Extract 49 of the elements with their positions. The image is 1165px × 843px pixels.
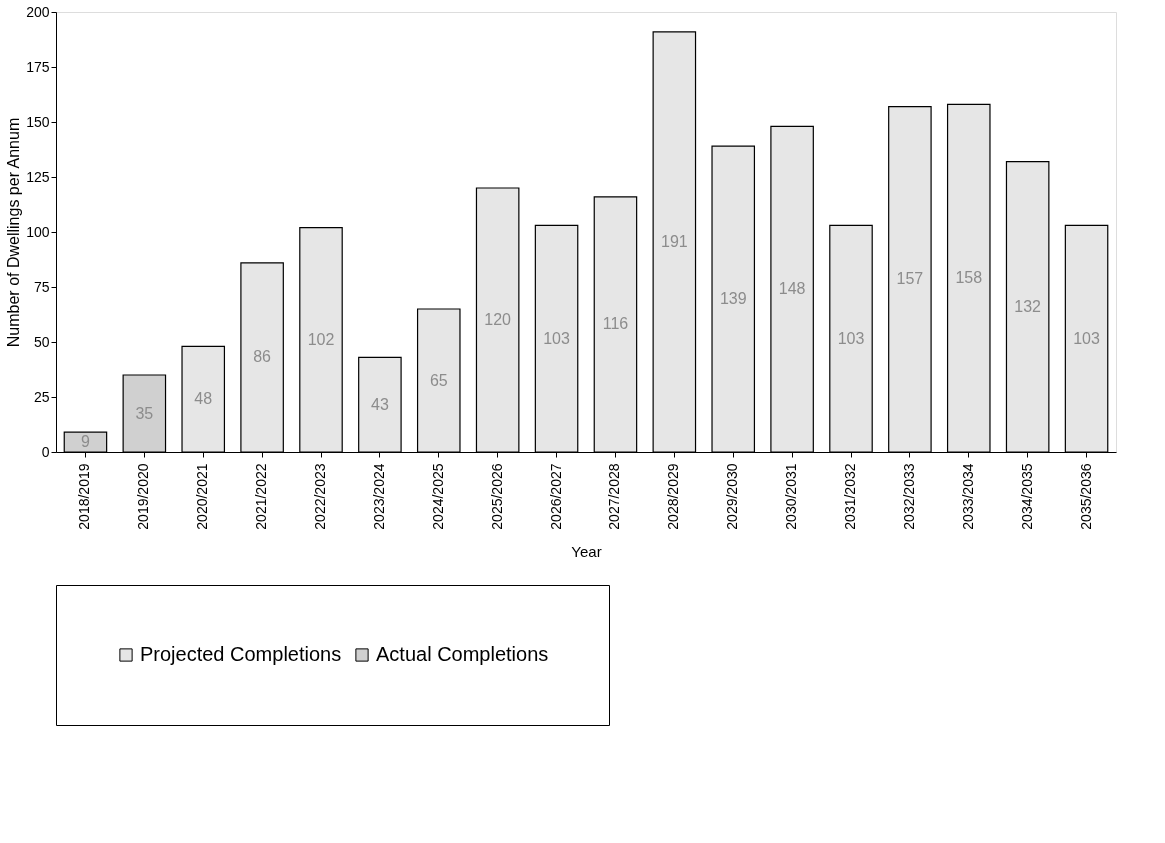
data-label: 157: [896, 270, 924, 288]
data-label: 103: [837, 329, 865, 347]
y-tick-label: 0: [41, 443, 50, 460]
x-tick-label: 2020/2021: [194, 463, 211, 530]
legend-label: Actual Completions: [376, 643, 549, 665]
x-tick-label: 2022/2023: [312, 463, 328, 530]
x-tick-label: 2034/2035: [1018, 463, 1035, 530]
y-tick-label: 25: [33, 388, 50, 405]
y-tick-label: 175: [26, 58, 50, 75]
x-tick-label: 2026/2027: [547, 463, 564, 530]
x-tick-label: 2030/2031: [783, 463, 800, 530]
data-label: 102: [307, 330, 335, 348]
x-tick-label: 2019/2020: [135, 463, 152, 530]
data-label: 103: [543, 329, 570, 347]
y-tick-label: 100: [26, 223, 50, 240]
y-tick-label: 75: [33, 278, 50, 295]
data-label: 132: [1014, 297, 1042, 315]
x-tick-label: 2033/2034: [959, 463, 976, 530]
x-tick-label: 2031/2032: [842, 463, 858, 530]
x-tick-label: 2029/2030: [724, 463, 741, 530]
x-tick-label: 2023/2024: [370, 463, 387, 530]
x-tick-label: 2024/2025: [429, 463, 446, 530]
x-tick-label: 2018/2019: [76, 463, 93, 530]
data-label: 65: [429, 371, 448, 389]
data-label: 116: [602, 315, 629, 333]
y-tick-label: 50: [33, 333, 50, 350]
y-tick-label: 200: [26, 3, 50, 20]
x-tick-label: 2025/2026: [488, 463, 505, 530]
data-label: 48: [194, 390, 213, 408]
y-axis-title: Number of Dwellings per Annum: [5, 117, 23, 348]
data-label: 191: [660, 232, 688, 250]
data-label: 120: [484, 311, 512, 328]
x-tick-label: 2032/2033: [900, 463, 917, 530]
y-tick-label: 125: [26, 168, 50, 185]
data-label: 9: [80, 433, 90, 451]
data-label: 158: [955, 269, 983, 287]
x-axis-title: Year: [571, 542, 602, 560]
legend-label: Projected Completions: [140, 643, 342, 665]
y-tick-label: 150: [26, 113, 50, 130]
data-label: 148: [778, 280, 806, 298]
data-label: 35: [135, 404, 154, 422]
data-label: 103: [1073, 329, 1100, 347]
data-label: 43: [370, 395, 389, 413]
data-label: 86: [253, 348, 272, 366]
x-tick-label: 2021/2022: [253, 463, 270, 530]
data-label: 139: [719, 290, 747, 308]
x-tick-label: 2028/2029: [665, 463, 682, 530]
x-tick-label: 2027/2028: [606, 463, 623, 530]
x-tick-label: 2035/2036: [1077, 463, 1094, 530]
